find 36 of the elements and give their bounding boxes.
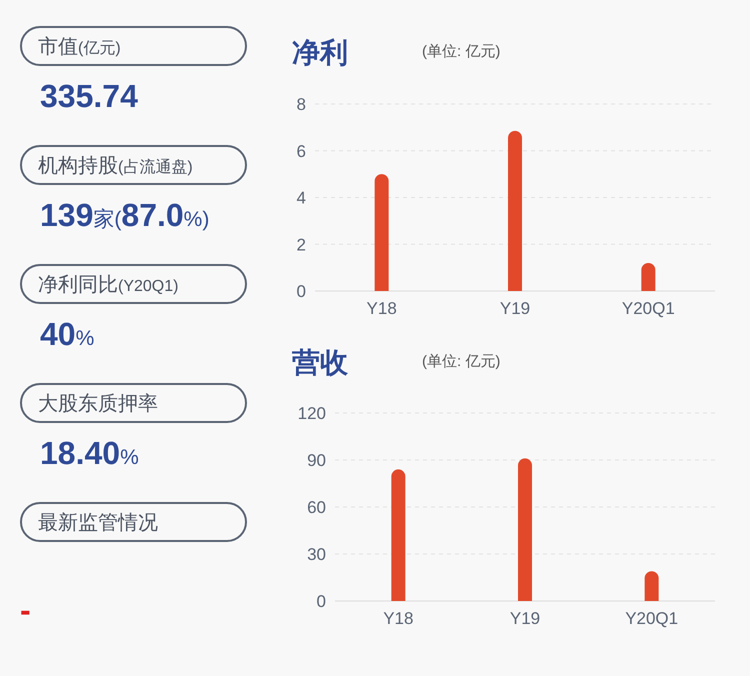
- y-tick-label: 120: [298, 404, 326, 423]
- bar: [518, 458, 532, 601]
- x-tick-label: Y20Q1: [625, 609, 678, 628]
- y-tick-label: 0: [316, 592, 326, 611]
- y-tick-label: 8: [296, 95, 306, 114]
- x-tick-label: Y18: [383, 609, 414, 628]
- chart-subtitle: (单位: 亿元): [422, 43, 500, 60]
- y-tick-label: 4: [296, 188, 306, 208]
- bar: [374, 174, 389, 291]
- text: 净利同比(Y20Q1): [38, 274, 178, 296]
- text: 18.40%: [40, 435, 139, 471]
- text: 机构持股(占流通盘): [38, 155, 193, 177]
- bar: [508, 130, 522, 291]
- y-tick-label: 6: [296, 142, 306, 161]
- chart-title: 营收: [291, 347, 349, 378]
- x-tick-label: Y18: [366, 299, 397, 318]
- text: 335.74: [40, 78, 138, 114]
- bar: [644, 571, 659, 601]
- y-tick-label: 30: [307, 545, 326, 564]
- chart-subtitle: (单位: 亿元): [422, 353, 500, 370]
- x-tick-label: Y19: [510, 609, 540, 628]
- text: -: [20, 592, 31, 628]
- y-tick-label: 60: [307, 498, 326, 517]
- x-tick-label: Y20Q1: [622, 299, 675, 318]
- text: 139家(87.0%): [40, 197, 210, 233]
- text: 市值(亿元): [38, 36, 121, 58]
- y-tick-label: 90: [307, 451, 326, 470]
- bar: [391, 469, 406, 601]
- x-tick-label: Y19: [500, 299, 530, 318]
- text: 最新监管情况: [38, 512, 158, 534]
- text: 大股东质押率: [38, 393, 158, 415]
- y-tick-label: 2: [296, 235, 306, 254]
- y-tick-label: 0: [296, 282, 306, 301]
- chart-title: 净利: [292, 37, 348, 68]
- text: 40%: [40, 316, 94, 352]
- bar: [641, 262, 656, 291]
